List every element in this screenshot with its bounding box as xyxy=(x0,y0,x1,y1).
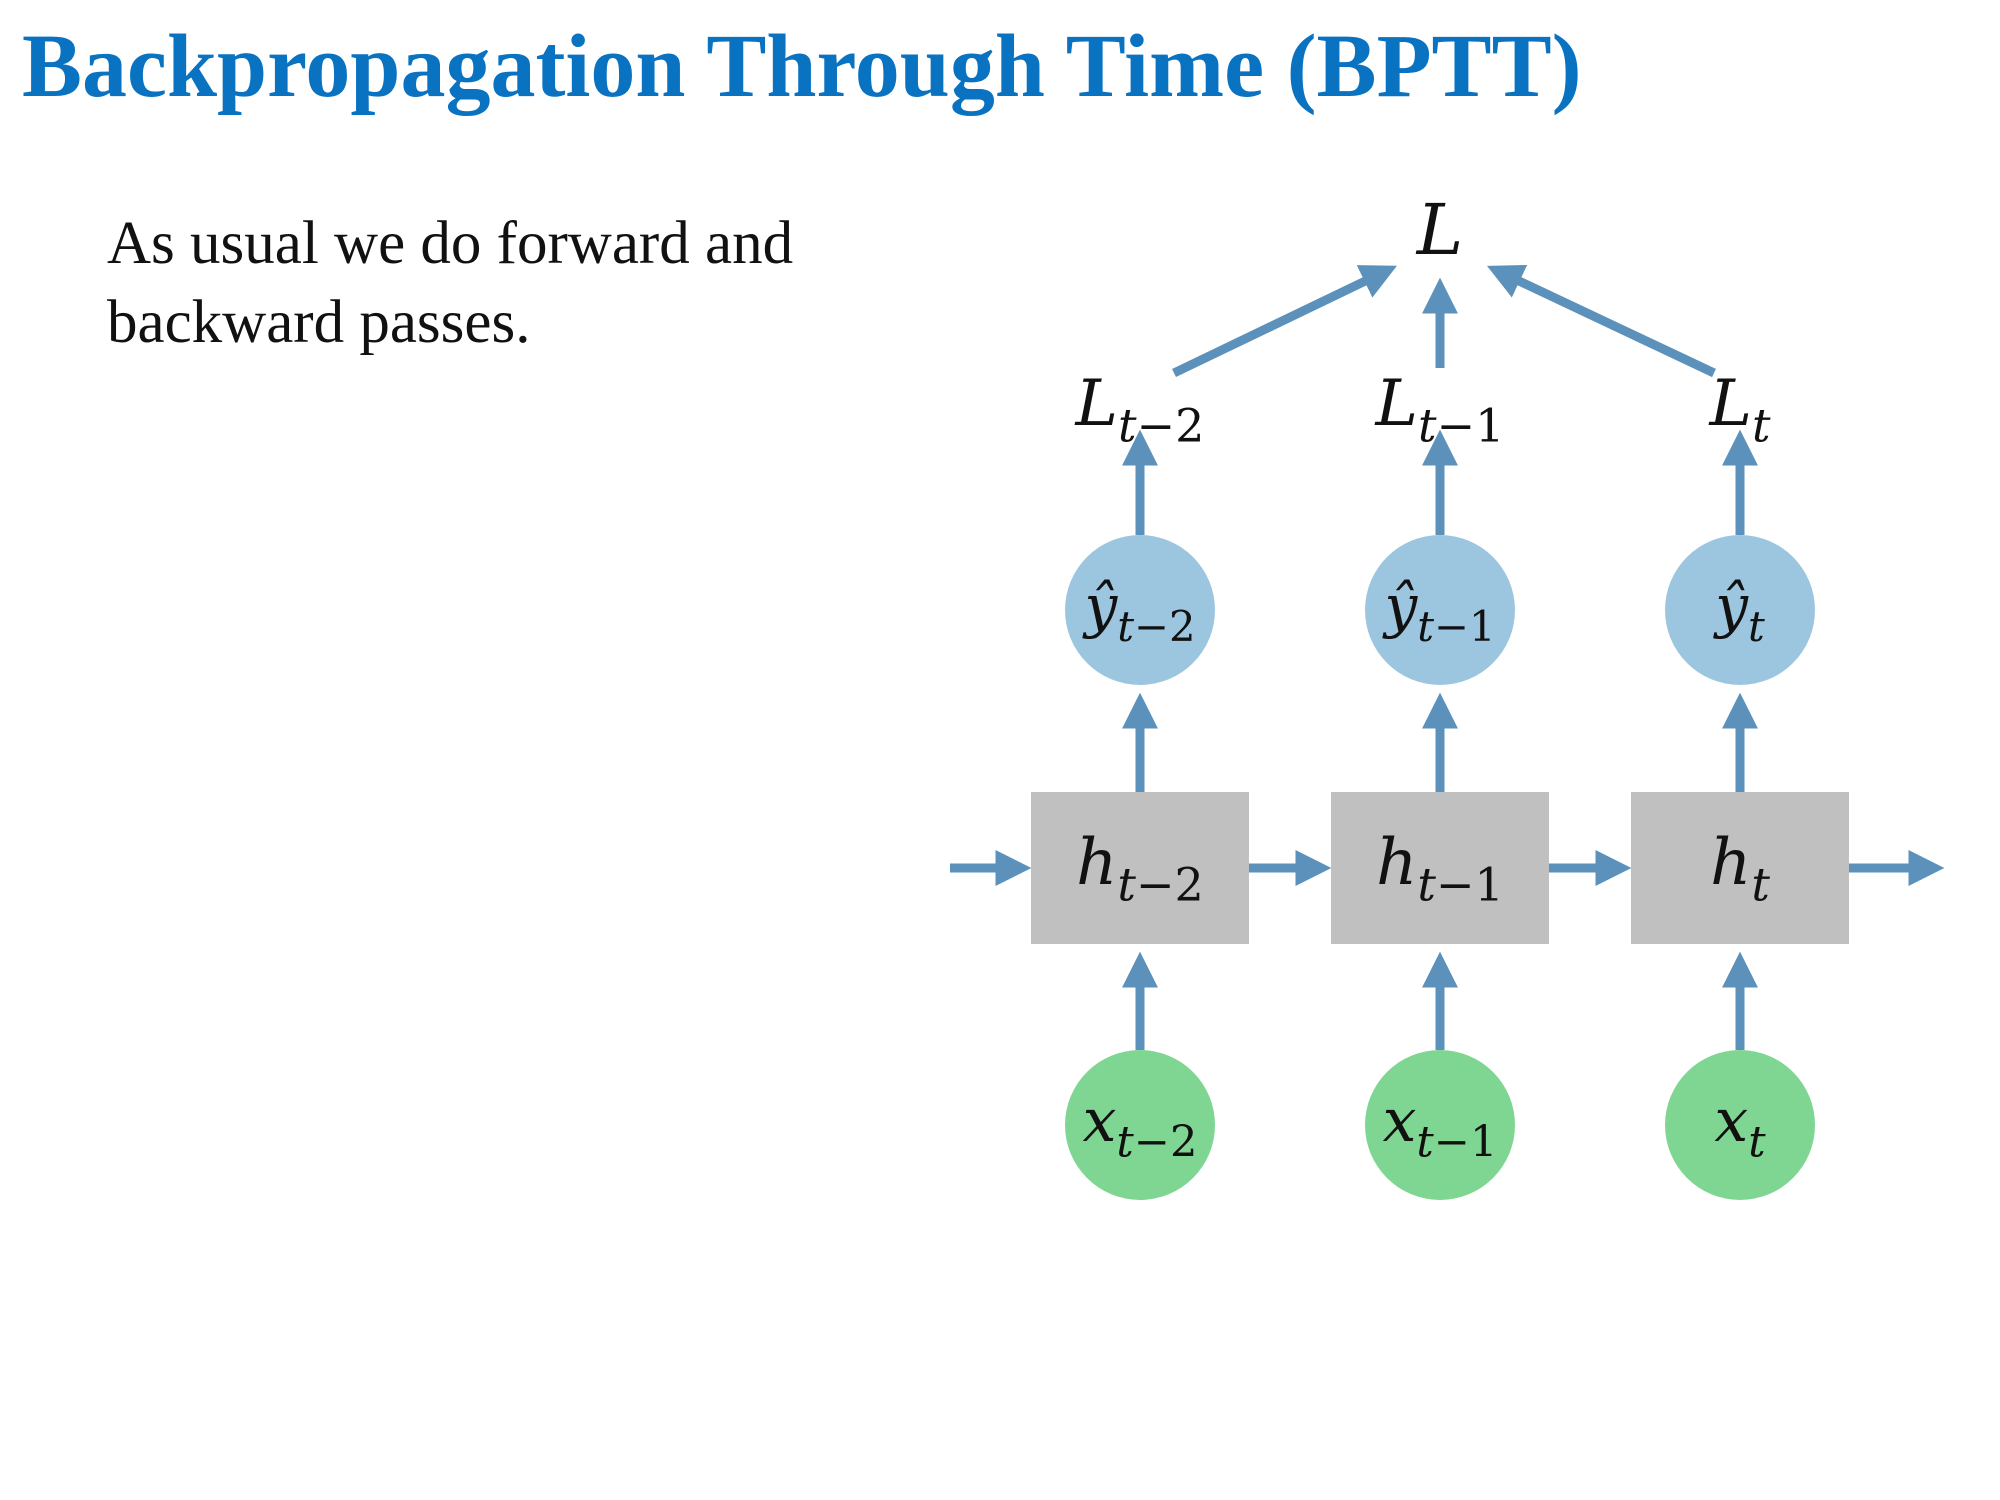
loss-label-2-subscript-var: t xyxy=(1752,399,1771,453)
output-label-1: ŷt−1 xyxy=(1381,572,1495,651)
input-node-0 xyxy=(1065,1050,1215,1200)
output-node-2 xyxy=(1665,535,1815,685)
input-label-1: xt−1 xyxy=(1383,1086,1498,1168)
hidden-label-1-base: h xyxy=(1376,826,1417,900)
input-label-2: xt xyxy=(1714,1086,1766,1168)
hidden-label-0-base: h xyxy=(1076,826,1117,900)
hidden-label-0-subscript-num: −2 xyxy=(1136,858,1204,912)
hidden-label-2: ht xyxy=(1710,826,1770,912)
label-layer: xt−2ht−2ŷt−2Lt−2xt−1ht−1ŷt−1Lt−1xthtŷtLt… xyxy=(1075,189,1771,1168)
output-label-1-subscript-var: t xyxy=(1417,602,1434,651)
total-loss-label: L xyxy=(1415,189,1463,271)
output-label-1-base: ŷ xyxy=(1381,572,1418,640)
input-label-0-subscript-num: −2 xyxy=(1134,1118,1198,1168)
hidden-state-box-1 xyxy=(1331,792,1549,944)
loss-label-0-subscript-num: −2 xyxy=(1137,399,1205,453)
hidden-label-0-subscript-var: t xyxy=(1117,858,1136,912)
input-label-2-base: x xyxy=(1714,1086,1748,1156)
arrow-loss-2-to-total xyxy=(1486,264,1716,378)
slide-title: Backpropagation Through Time (BPTT) xyxy=(22,17,1582,116)
hidden-label-0: ht−2 xyxy=(1076,826,1204,912)
loss-label-1: Lt−1 xyxy=(1375,367,1505,453)
output-label-2: ŷt xyxy=(1712,572,1765,651)
input-label-1-subscript-num: −1 xyxy=(1434,1118,1498,1168)
output-label-0-subscript-num: −2 xyxy=(1134,602,1196,651)
loss-label-0-base: L xyxy=(1075,367,1119,441)
loss-label-0-subscript-var: t xyxy=(1118,399,1137,453)
input-label-0: xt−2 xyxy=(1083,1086,1198,1168)
output-label-0-subscript-var: t xyxy=(1117,602,1134,651)
output-node-1 xyxy=(1365,535,1515,685)
node-layer xyxy=(1031,535,1849,1200)
output-label-0-base: ŷ xyxy=(1081,572,1118,640)
loss-label-1-subscript-var: t xyxy=(1418,399,1437,453)
hidden-state-box-0 xyxy=(1031,792,1249,944)
loss-label-0: Lt−2 xyxy=(1075,367,1205,453)
edge-layer xyxy=(950,264,1945,1050)
hidden-label-1: ht−1 xyxy=(1376,826,1504,912)
total-loss-label-base: L xyxy=(1415,189,1463,271)
hidden-label-1-subscript-num: −1 xyxy=(1436,858,1504,912)
input-label-0-base: x xyxy=(1083,1086,1117,1156)
output-label-2-subscript-var: t xyxy=(1748,602,1765,651)
loss-label-2: Lt xyxy=(1708,367,1771,453)
input-label-1-base: x xyxy=(1383,1086,1417,1156)
hidden-label-2-subscript-var: t xyxy=(1751,858,1770,912)
output-label-2-base: ŷ xyxy=(1712,572,1749,640)
hidden-label-2-base: h xyxy=(1710,826,1751,900)
hidden-label-1-subscript-var: t xyxy=(1417,858,1436,912)
input-node-1 xyxy=(1365,1050,1515,1200)
loss-label-1-base: L xyxy=(1375,367,1419,441)
input-node-2 xyxy=(1665,1050,1815,1200)
loss-label-2-base: L xyxy=(1708,367,1752,441)
output-node-0 xyxy=(1065,535,1215,685)
input-label-1-subscript-var: t xyxy=(1416,1118,1434,1168)
input-label-2-subscript-var: t xyxy=(1748,1118,1766,1168)
output-label-1-subscript-num: −1 xyxy=(1434,602,1496,651)
hidden-state-box-2 xyxy=(1631,792,1849,944)
arrow-loss-0-to-total xyxy=(1172,265,1397,378)
body-text: As usual we do forward and backward pass… xyxy=(107,210,794,356)
loss-label-1-subscript-num: −1 xyxy=(1437,399,1505,453)
input-label-0-subscript-var: t xyxy=(1116,1118,1134,1168)
output-label-0: ŷt−2 xyxy=(1081,572,1195,651)
